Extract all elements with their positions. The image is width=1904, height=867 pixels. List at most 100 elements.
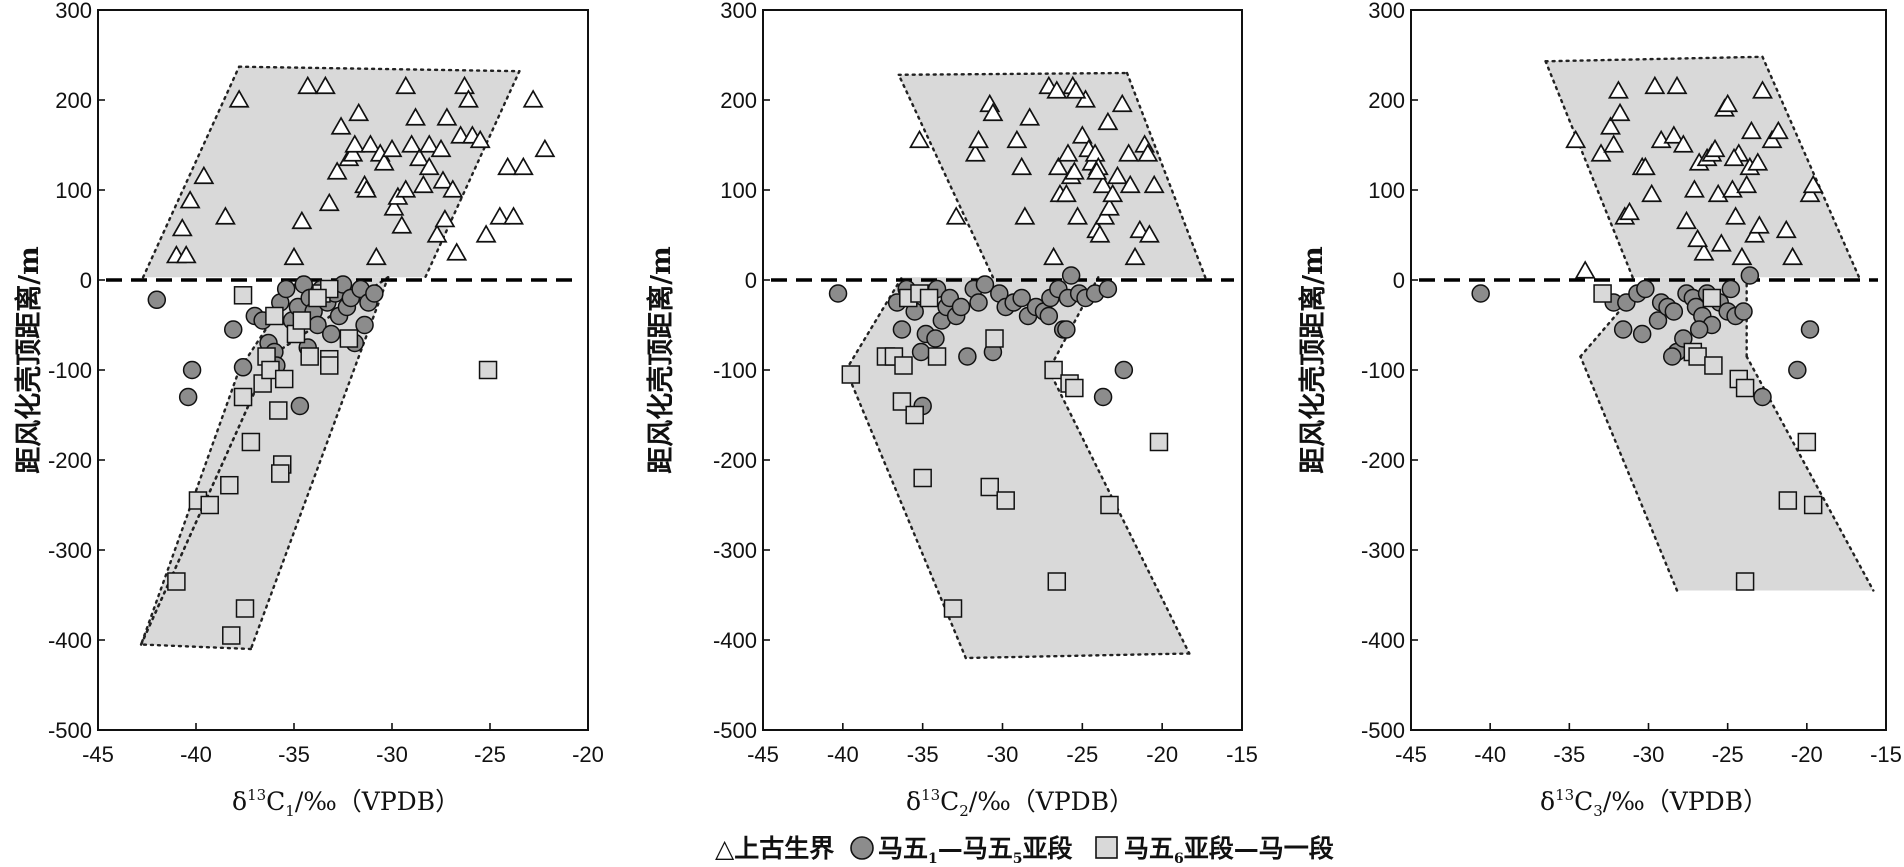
point-upper-paleozoic	[318, 192, 340, 212]
point-ma5-6-ma1	[274, 369, 294, 389]
legend-triangle-marker: △	[715, 834, 735, 863]
point-upper-paleozoic	[1071, 125, 1093, 144]
point-ma5-6-ma1	[1704, 356, 1723, 375]
y-tick-label: 300	[720, 0, 757, 23]
point-upper-paleozoic	[314, 75, 336, 95]
legend-circle-marker	[850, 836, 874, 860]
point-upper-paleozoic	[968, 129, 990, 149]
point-ma5-6-ma1	[1735, 378, 1755, 398]
series-1	[165, 75, 556, 266]
point-upper-paleozoic	[1802, 174, 1824, 194]
point-upper-paleozoic	[1676, 210, 1697, 230]
envelope-edge	[897, 71, 1129, 77]
point-ma5-1-5	[1471, 284, 1490, 303]
envelope-edge	[1579, 355, 1679, 592]
point-ma5-1-5	[1093, 387, 1113, 407]
x-tick-label: -15	[1870, 742, 1902, 767]
legend-square-marker	[1095, 836, 1118, 859]
point-ma5-6-ma1	[233, 286, 253, 305]
point-upper-paleozoic	[1799, 183, 1821, 203]
point-upper-paleozoic	[1761, 129, 1783, 149]
point-ma5-1-5	[233, 358, 253, 377]
point-upper-paleozoic	[1097, 111, 1119, 131]
point-ma5-1-5	[892, 320, 912, 339]
point-ma5-1-5	[911, 342, 931, 362]
point-upper-paleozoic	[401, 134, 423, 153]
point-upper-paleozoic	[1634, 156, 1656, 176]
point-upper-paleozoic	[348, 102, 370, 122]
point-upper-paleozoic	[418, 156, 440, 176]
point-ma5-6-ma1	[1065, 378, 1084, 398]
point-ma5-6-ma1	[1044, 360, 1063, 380]
point-upper-paleozoic	[1106, 165, 1128, 185]
point-upper-paleozoic	[1046, 80, 1068, 99]
y-tick-label: -400	[48, 628, 92, 653]
point-ma5-6-ma1	[308, 288, 327, 308]
point-upper-paleozoic	[457, 89, 479, 108]
point-upper-paleozoic	[344, 134, 366, 153]
point-ma5-1-5	[958, 347, 977, 366]
point-upper-paleozoic	[1736, 174, 1758, 194]
point-ma5-1-5	[1734, 302, 1753, 321]
point-ma5-6-ma1	[919, 288, 939, 308]
point-ma5-1-5	[1057, 320, 1076, 339]
point-upper-paleozoic	[405, 107, 426, 126]
point-upper-paleozoic	[1084, 143, 1106, 162]
point-ma5-1-5	[365, 284, 384, 303]
point-upper-paleozoic	[171, 217, 193, 237]
legend-entry-ma5-1-5: 马五1—马五5亚段	[878, 834, 1073, 867]
point-upper-paleozoic	[412, 174, 434, 194]
point-upper-paleozoic	[1102, 183, 1124, 203]
point-ma5-6-ma1	[320, 356, 339, 375]
envelope-edge	[1544, 55, 1764, 63]
point-upper-paleozoic	[909, 129, 930, 149]
chart-panel-3: 300 200 100 0 -100 -200 -300 -400 -500-45 -40 -35 -…	[1297, 0, 1902, 820]
point-ma5-1-5	[1663, 347, 1682, 366]
y-tick-label: -200	[713, 448, 757, 473]
point-upper-paleozoic	[297, 75, 319, 95]
point-upper-paleozoic	[1014, 206, 1036, 225]
point-upper-paleozoic	[365, 246, 387, 266]
x-tick-label: -30	[1633, 742, 1665, 767]
y-tick-label: 100	[1368, 178, 1405, 203]
series-3	[167, 279, 498, 645]
point-upper-paleozoic	[1641, 183, 1663, 203]
point-upper-paleozoic	[1092, 174, 1114, 194]
point-upper-paleozoic	[1086, 161, 1108, 180]
point-upper-paleozoic	[193, 165, 215, 185]
point-upper-paleozoic	[964, 143, 986, 162]
point-ma5-1-5	[969, 293, 988, 312]
y-tick-label: -300	[713, 538, 757, 563]
point-upper-paleozoic	[1006, 129, 1028, 149]
chart-panel-2: 300 200 100 0 -100 -200 -300 -400 -500-45 -40 -35 -…	[645, 0, 1258, 820]
point-upper-paleozoic	[1607, 80, 1629, 99]
point-ma5-1-5	[1788, 360, 1807, 380]
y-tick-label: -200	[48, 448, 92, 473]
point-upper-paleozoic	[1089, 224, 1111, 243]
y-tick-label: -300	[48, 538, 92, 563]
point-ma5-6-ma1	[985, 329, 1004, 348]
envelope-edge	[139, 368, 241, 646]
point-upper-paleozoic	[522, 89, 544, 108]
y-axis-label: 距风化壳顶距离/m	[645, 246, 677, 473]
point-upper-paleozoic	[395, 75, 417, 95]
point-upper-paleozoic	[475, 224, 497, 243]
y-tick-label: 0	[80, 268, 92, 293]
envelope-upper	[898, 73, 1206, 278]
y-tick-label: -500	[48, 718, 92, 743]
point-ma5-6-ma1	[292, 311, 312, 330]
point-upper-paleozoic	[1143, 174, 1165, 194]
point-upper-paleozoic	[1663, 125, 1685, 144]
x-tick-label: -35	[907, 742, 939, 767]
point-upper-paleozoic	[1740, 120, 1762, 140]
series-3	[841, 284, 1169, 618]
x-axis-label: δ13C2/‰（VPDB）	[906, 786, 1134, 820]
point-ma5-6-ma1	[1803, 495, 1823, 515]
point-ma5-6-ma1	[1797, 432, 1817, 452]
point-upper-paleozoic	[1055, 183, 1077, 203]
point-upper-paleozoic	[1619, 201, 1640, 221]
y-tick-label: -400	[713, 628, 757, 653]
point-upper-paleozoic	[1094, 206, 1116, 225]
envelope-edge	[237, 65, 521, 73]
x-tick-label: -30	[987, 742, 1019, 767]
